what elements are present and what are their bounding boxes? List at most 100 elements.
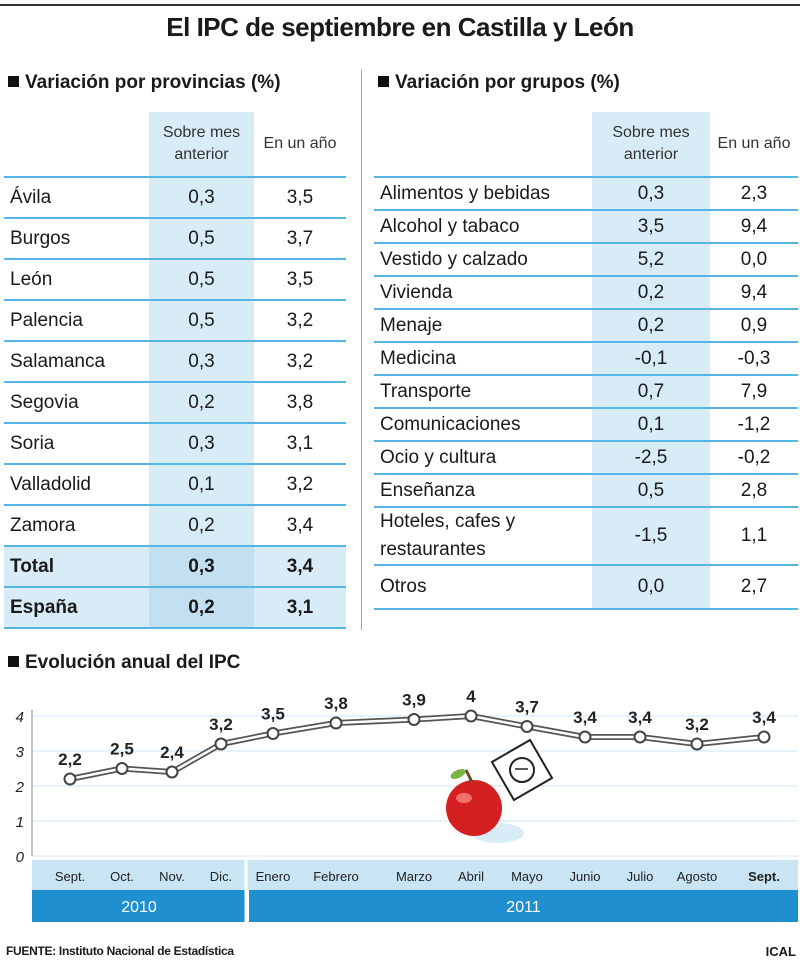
row-name: Soria	[4, 422, 149, 464]
row-en-un-anio: 3,1	[254, 586, 346, 629]
data-point	[329, 716, 343, 730]
row-sobre-mes: 0,3	[592, 176, 710, 210]
data-point	[165, 765, 179, 779]
row-name: Palencia	[4, 299, 149, 341]
year-label: 2010	[121, 899, 157, 916]
data-point	[578, 730, 592, 744]
year-label: 2011	[506, 899, 541, 916]
table-row: Palencia 0,5 3,2	[4, 299, 346, 341]
row-en-un-anio: 3,7	[254, 217, 346, 259]
table-row: Menaje 0,2 0,9	[374, 308, 798, 342]
row-en-un-anio: 0,0	[710, 242, 798, 276]
row-name: Zamora	[4, 504, 149, 546]
y-tick-label: 3	[16, 744, 25, 761]
row-sobre-mes: 0,2	[149, 586, 254, 629]
table-row: Valladolid 0,1 3,2	[4, 463, 346, 505]
table-row: Ávila 0,3 3,5	[4, 176, 346, 218]
column-divider	[361, 70, 362, 630]
row-en-un-anio: 3,8	[254, 381, 346, 423]
data-point	[690, 737, 704, 751]
page-title: El IPC de septiembre en Castilla y León	[166, 12, 634, 42]
table-row: Enseñanza 0,5 2,8	[374, 473, 798, 507]
grupos-table: Sobre mes anterior En un año Alimentos y…	[374, 112, 798, 610]
provincias-header-row: Sobre mes anterior En un año	[4, 112, 346, 177]
x-tick-label: Enero	[256, 869, 291, 884]
row-sobre-mes: 0,5	[149, 217, 254, 259]
table-row: Total 0,3 3,4	[4, 545, 346, 587]
row-name: Vivienda	[374, 275, 592, 309]
row-en-un-anio: 2,7	[710, 564, 798, 610]
apple-highlight-icon	[456, 793, 472, 803]
row-sobre-mes: 0,0	[592, 564, 710, 610]
data-label: 3,4	[573, 708, 597, 727]
row-en-un-anio: 1,1	[710, 506, 798, 565]
row-name: Ávila	[4, 176, 149, 218]
row-sobre-mes: 0,3	[149, 422, 254, 464]
data-point	[214, 737, 228, 751]
x-tick-label: Julio	[627, 869, 654, 884]
data-label: 3,8	[324, 694, 348, 713]
table-row: Zamora 0,2 3,4	[4, 504, 346, 546]
table-row: León 0,5 3,5	[4, 258, 346, 300]
table-row: Alimentos y bebidas 0,3 2,3	[374, 176, 798, 210]
row-en-un-anio: 3,2	[254, 463, 346, 505]
data-point	[115, 762, 129, 775]
row-sobre-mes: 5,2	[592, 242, 710, 276]
row-sobre-mes: 0,2	[592, 275, 710, 309]
header-en-un-anio: En un año	[717, 135, 791, 152]
provincias-title-text: Variación por provincias (%)	[25, 72, 281, 93]
row-en-un-anio: 2,8	[710, 473, 798, 507]
bullet-square-icon	[8, 76, 19, 87]
row-sobre-mes: 0,5	[149, 299, 254, 341]
table-row: Salamanca 0,3 3,2	[4, 340, 346, 382]
row-sobre-mes: 0,2	[149, 381, 254, 423]
table-row: Alcohol y tabaco 3,5 9,4	[374, 209, 798, 243]
credit-label: ICAL	[765, 944, 796, 959]
x-tick-label: Agosto	[677, 869, 717, 884]
row-name: Total	[4, 545, 149, 587]
top-rule	[0, 4, 800, 6]
row-en-un-anio: 3,2	[254, 299, 346, 341]
row-sobre-mes: 0,3	[149, 176, 254, 218]
row-en-un-anio: 3,1	[254, 422, 346, 464]
table-row: Burgos 0,5 3,7	[4, 217, 346, 259]
row-sobre-mes: -2,5	[592, 440, 710, 474]
row-name: Transporte	[374, 374, 592, 408]
row-name: Comunicaciones	[374, 407, 592, 441]
row-name: España	[4, 586, 149, 629]
bullet-square-icon	[378, 76, 389, 87]
row-sobre-mes: 0,5	[149, 258, 254, 300]
row-sobre-mes: 0,1	[149, 463, 254, 505]
header-sobre-mes: Sobre mes anterior	[592, 112, 710, 177]
chart-svg: 0 1 2 3 4 2010 2011 Sept. Oct. Nov. Dic. Enero Febre…	[15, 687, 798, 922]
grupos-section-title: Variación por grupos (%)	[378, 72, 620, 94]
row-name: Medicina	[374, 341, 592, 375]
data-label: 2,2	[58, 750, 82, 769]
header-empty	[4, 112, 149, 177]
row-sobre-mes: 0,1	[592, 407, 710, 441]
table-row: Vivienda 0,2 9,4	[374, 275, 798, 309]
row-name: Salamanca	[4, 340, 149, 382]
y-tick-label: 1	[16, 814, 24, 831]
header-empty	[374, 112, 592, 177]
grupos-title-text: Variación por grupos (%)	[395, 72, 620, 93]
data-label: 2,5	[110, 740, 134, 759]
row-name: Alimentos y bebidas	[374, 176, 592, 210]
table-row: Segovia 0,2 3,8	[4, 381, 346, 423]
row-sobre-mes: -1,5	[592, 506, 710, 565]
row-name: Vestido y calzado	[374, 242, 592, 276]
row-sobre-mes: 3,5	[592, 209, 710, 243]
data-point	[520, 720, 534, 733]
x-tick-label: Oct.	[110, 869, 134, 884]
table-row: Medicina -0,1 -0,3	[374, 341, 798, 375]
apple-icon	[446, 780, 502, 836]
row-name: Burgos	[4, 217, 149, 259]
row-en-un-anio: 0,9	[710, 308, 798, 342]
table-row: Ocio y cultura -2,5 -0,2	[374, 440, 798, 474]
header-sobre-mes: Sobre mes anterior	[149, 112, 254, 177]
source-note: FUENTE: Instituto Nacional de Estadístic…	[6, 944, 234, 958]
x-tick-label: Nov.	[159, 869, 185, 884]
data-label: 4	[466, 690, 476, 706]
ipc-line-chart: 0 1 2 3 4 2010 2011 Sept. Oct. Nov. Dic. Enero Febre…	[0, 687, 800, 930]
row-name: Alcohol y tabaco	[374, 209, 592, 243]
